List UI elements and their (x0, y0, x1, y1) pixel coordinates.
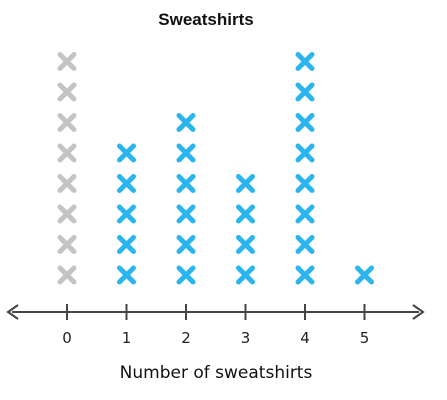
x-marker-2-1 (176, 265, 196, 285)
x-marker-4-8 (295, 52, 315, 71)
x-marker-5-1 (355, 265, 374, 285)
x-tick-label-5: 5 (360, 329, 370, 347)
x-marker-0-8 (57, 52, 77, 71)
x-marker-0-3 (57, 204, 77, 224)
x-marker-1-1 (117, 265, 136, 285)
x-marker-2-5 (176, 143, 196, 163)
x-marker-2-3 (176, 204, 196, 224)
x-marker-2-6 (176, 113, 196, 132)
x-tick-label-1: 1 (122, 329, 132, 347)
x-marker-0-2 (57, 235, 77, 254)
x-marker-0-4 (57, 174, 77, 193)
x-marker-4-7 (295, 82, 315, 102)
x-marker-4-4 (295, 174, 315, 193)
x-tick-label-4: 4 (300, 329, 310, 347)
x-axis-ticks: 0 1 2 3 4 5 (62, 304, 369, 347)
x-marker-3-1 (236, 265, 255, 285)
x-marker-0-5 (57, 143, 77, 163)
dot-plot-marks (57, 52, 374, 285)
x-marker-1-5 (117, 143, 136, 163)
chart-title: Sweatshirts (158, 10, 253, 29)
x-tick-label-3: 3 (241, 329, 251, 347)
x-marker-2-4 (176, 174, 196, 193)
x-marker-1-3 (117, 204, 136, 224)
x-marker-4-6 (295, 113, 315, 132)
x-marker-4-3 (295, 204, 315, 224)
x-marker-4-1 (295, 265, 315, 285)
x-axis-left-arrow (6, 304, 19, 320)
x-marker-0-6 (57, 113, 77, 132)
x-marker-2-2 (176, 235, 196, 254)
x-tick-label-2: 2 (181, 329, 191, 347)
x-marker-3-3 (236, 204, 255, 224)
x-axis-right-arrow (412, 304, 425, 320)
x-marker-3-4 (236, 174, 255, 193)
x-tick-label-0: 0 (62, 329, 72, 347)
x-marker-4-5 (295, 143, 315, 163)
x-marker-4-2 (295, 235, 315, 254)
x-axis-label: Number of sweatshirts (120, 363, 313, 383)
x-marker-0-1 (57, 265, 77, 285)
x-marker-1-4 (117, 174, 136, 193)
x-marker-1-2 (117, 235, 136, 254)
x-marker-0-7 (57, 82, 77, 102)
x-marker-3-2 (236, 235, 255, 254)
